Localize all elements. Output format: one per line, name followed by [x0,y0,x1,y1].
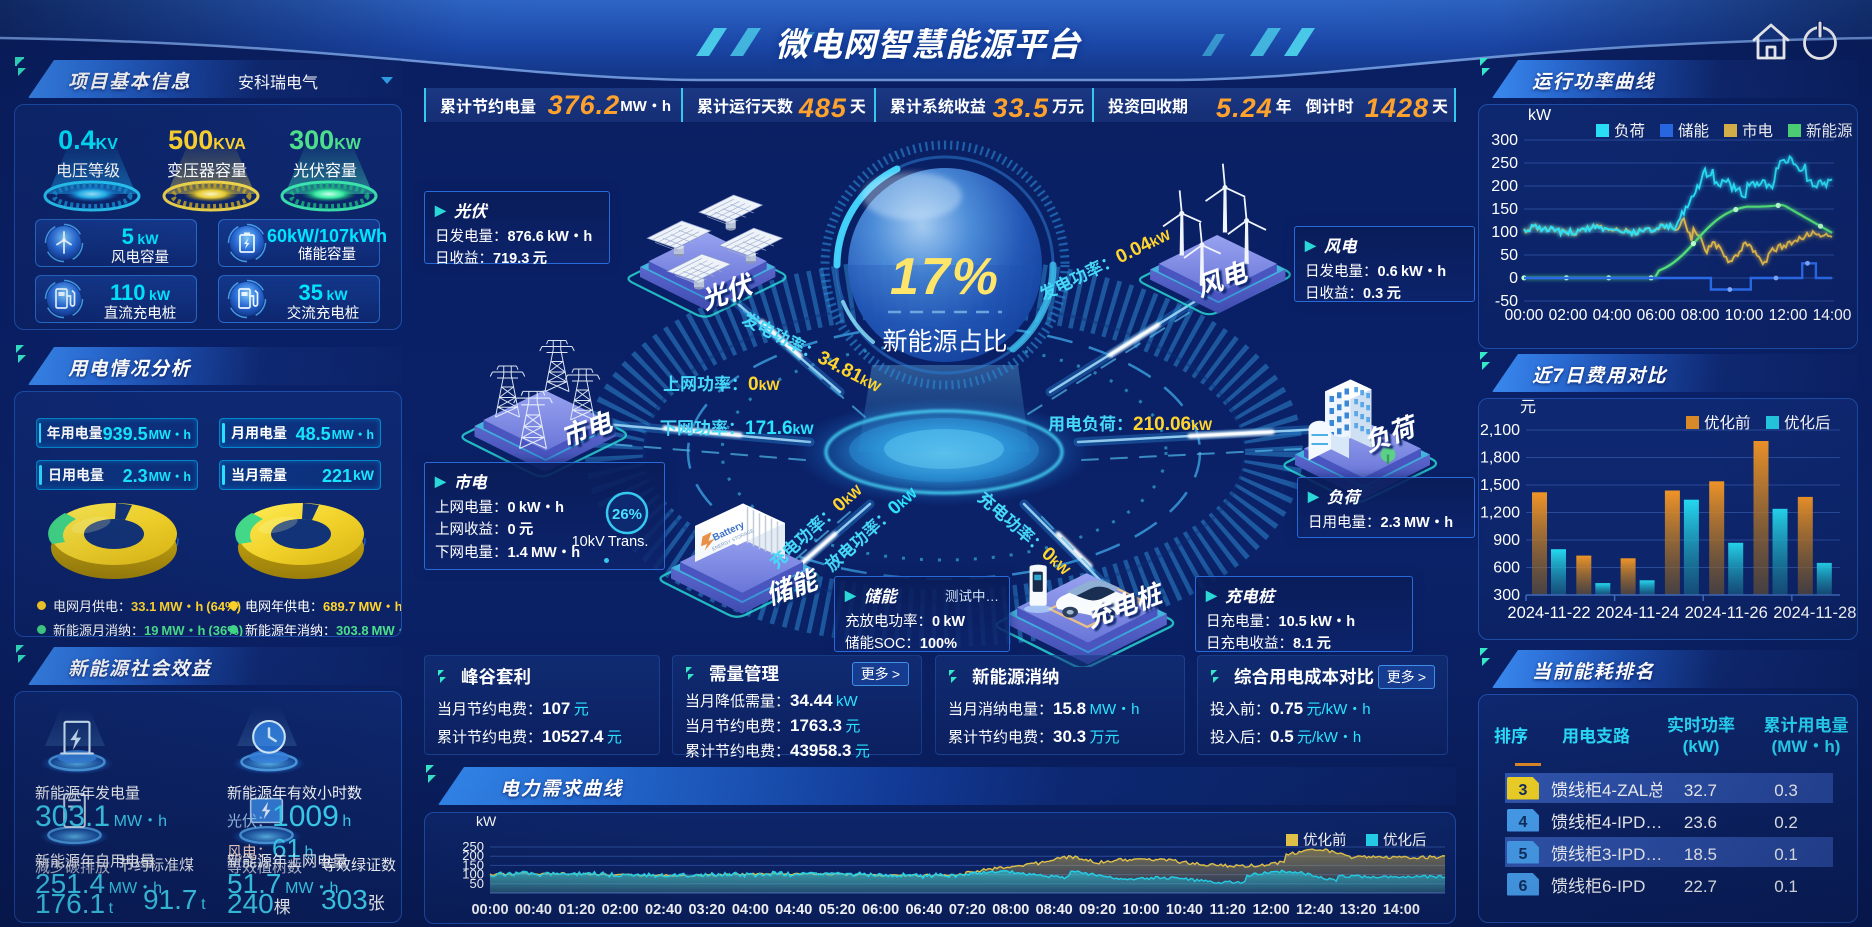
svg-text:00:40: 00:40 [515,898,552,919]
svg-text:14:00: 14:00 [1813,303,1852,325]
svg-text:新能源占比: 新能源占比 [882,322,1007,358]
svg-text:08:00: 08:00 [1681,303,1720,325]
svg-text:优化后: 优化后 [1784,411,1831,433]
svg-text:50: 50 [470,873,484,892]
svg-text:00:00: 00:00 [1505,303,1544,325]
svg-text:kW: kW [1528,104,1552,125]
svg-text:02:40: 02:40 [645,898,682,919]
svg-text:08:00: 08:00 [992,898,1029,919]
svg-text:100: 100 [1491,218,1518,242]
svg-text:优化后: 优化后 [1383,829,1427,850]
svg-text:-50: -50 [1495,287,1518,311]
svg-text:2024-11-26: 2024-11-26 [1685,599,1768,623]
svg-text:26%: 26% [612,503,642,524]
svg-text:06:00: 06:00 [1637,303,1676,325]
svg-text:150: 150 [462,854,484,873]
svg-text:1,800: 1,800 [1480,444,1520,468]
svg-text:市电: 市电 [1742,119,1773,141]
svg-text:11:20: 11:20 [1210,898,1246,919]
svg-text:06:00: 06:00 [862,898,899,919]
svg-text:10:00: 10:00 [1122,898,1159,919]
svg-text:250: 250 [462,836,484,855]
svg-text:900: 900 [1493,526,1520,550]
svg-text:0: 0 [1509,264,1518,288]
svg-text:09:20: 09:20 [1079,898,1116,919]
svg-text:03:20: 03:20 [688,898,725,919]
svg-text:08:40: 08:40 [1036,898,1073,919]
svg-text:07:20: 07:20 [949,898,986,919]
svg-text:充电功率：0kW: 充电功率：0kW [973,484,1079,581]
svg-text:200: 200 [462,845,484,864]
svg-text:负荷: 负荷 [1614,119,1645,141]
svg-text:上网功率：0kW: 上网功率：0kW [663,369,780,396]
svg-text:00:00: 00:00 [471,898,508,919]
svg-text:04:00: 04:00 [732,898,769,919]
svg-text:元: 元 [1520,398,1536,417]
svg-text:2,100: 2,100 [1480,416,1520,440]
svg-text:10:40: 10:40 [1166,898,1203,919]
svg-text:05:20: 05:20 [819,898,856,919]
svg-text:150: 150 [1491,195,1518,219]
svg-text:优化前: 优化前 [1704,411,1751,433]
svg-text:02:00: 02:00 [1549,303,1588,325]
svg-text:04:40: 04:40 [775,898,812,919]
svg-text:优化前: 优化前 [1303,829,1347,850]
svg-text:12:40: 12:40 [1296,898,1333,919]
svg-text:10:00: 10:00 [1725,303,1764,325]
svg-text:04:00: 04:00 [1593,303,1632,325]
svg-text:300: 300 [1493,581,1520,605]
svg-text:储能: 储能 [1678,119,1709,141]
svg-text:100: 100 [462,864,484,883]
svg-text:17%: 17% [890,234,1000,309]
svg-text:250: 250 [1491,149,1518,173]
svg-text:新能源: 新能源 [1806,119,1853,141]
svg-text:12:00: 12:00 [1253,898,1290,919]
svg-text:50: 50 [1500,241,1518,265]
svg-text:13:20: 13:20 [1339,898,1376,919]
svg-text:用电负荷：210.06kW: 用电负荷：210.06kW [1048,409,1213,436]
svg-text:2024-11-28: 2024-11-28 [1773,599,1856,623]
svg-text:2024-11-24: 2024-11-24 [1596,599,1679,623]
svg-text:1,200: 1,200 [1480,499,1520,523]
svg-text:14:00: 14:00 [1383,898,1420,919]
svg-text:下网功率：171.6kW: 下网功率：171.6kW [660,413,814,440]
svg-text:300: 300 [1491,126,1518,150]
svg-text:12:00: 12:00 [1769,303,1808,325]
svg-text:2024-11-22: 2024-11-22 [1507,599,1590,623]
svg-text:01:20: 01:20 [558,898,595,919]
svg-text:kW: kW [476,812,497,831]
svg-text:02:00: 02:00 [602,898,639,919]
svg-text:06:40: 06:40 [905,898,942,919]
svg-text:600: 600 [1493,554,1520,578]
svg-text:1,500: 1,500 [1480,471,1520,495]
svg-text:200: 200 [1491,172,1518,196]
